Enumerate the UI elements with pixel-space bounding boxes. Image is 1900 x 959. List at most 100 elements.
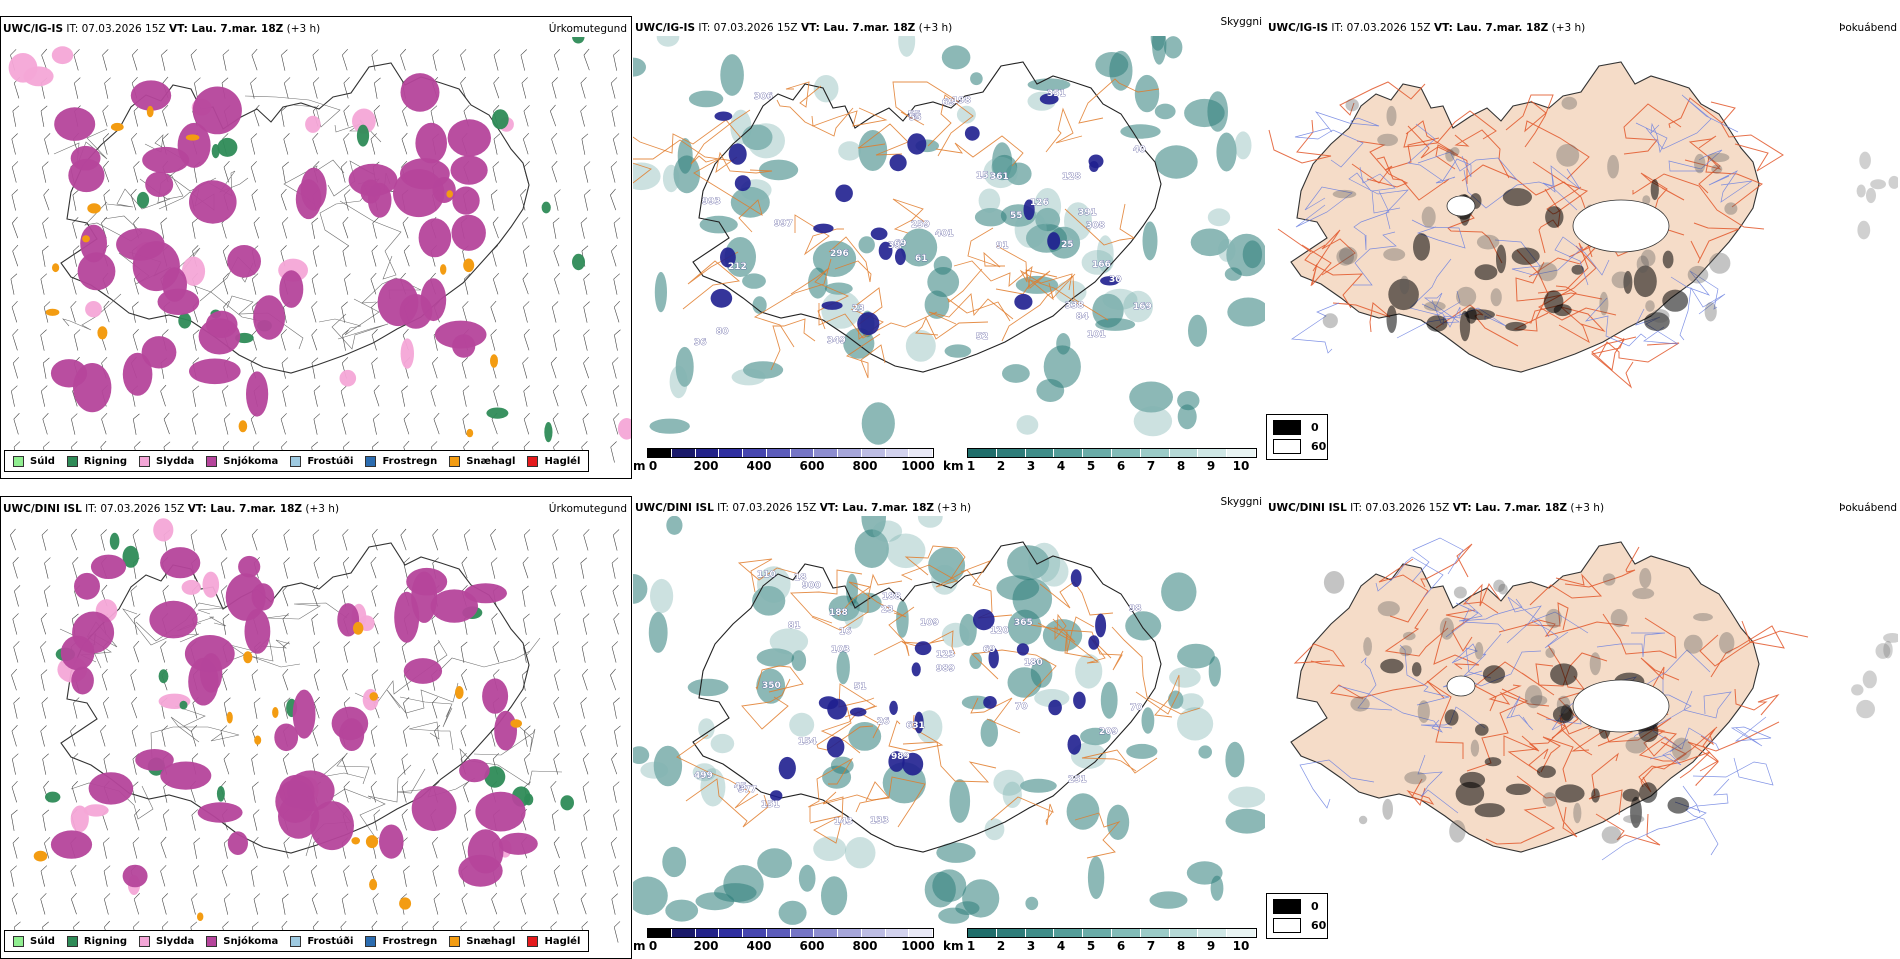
- barb-shaft: [282, 675, 289, 691]
- barb-flag: [523, 161, 530, 168]
- barb-flag: [312, 920, 319, 928]
- cloud-base-value: 143: [834, 817, 853, 827]
- barb-flag: [493, 669, 500, 676]
- low-visibility-area: [752, 586, 786, 616]
- fog-dense-area: [1662, 289, 1689, 312]
- wind-barb: [221, 668, 228, 691]
- wind-barb: [461, 668, 468, 691]
- barb-flag: [10, 865, 17, 872]
- barb-flag: [581, 837, 588, 844]
- barb-flag: [403, 244, 410, 252]
- barb-flag: [403, 865, 410, 872]
- road-line: [1688, 135, 1721, 194]
- wind-barb: [521, 77, 528, 99]
- barb-flag: [310, 865, 318, 872]
- low-visibility-area: [821, 876, 848, 916]
- barb-shaft: [11, 390, 15, 407]
- road-line: [1690, 222, 1740, 264]
- colorbar-bin: [1054, 449, 1084, 457]
- low-visibility-area: [633, 162, 661, 191]
- low-visibility-area: [656, 36, 680, 47]
- barb-flag: [160, 641, 167, 648]
- colorbar-bin: [719, 929, 743, 937]
- colorbar-bin: [885, 449, 910, 457]
- barb-flag: [612, 781, 620, 788]
- barb-shaft: [612, 362, 617, 379]
- barb-flag: [250, 161, 257, 168]
- barb-shaft: [520, 194, 526, 211]
- fog-dense-area: [1505, 783, 1531, 795]
- wind-barb: [11, 753, 19, 775]
- low-visibility-area: [675, 346, 694, 387]
- road-line: [953, 260, 1033, 290]
- colorbar-tick: 9: [1206, 939, 1216, 953]
- wind-barb: [250, 77, 257, 99]
- wind-barb: [250, 865, 258, 887]
- cloud-base-value: 61: [915, 254, 928, 264]
- low-cloud-base-area: [813, 223, 834, 234]
- low-cloud-base-area: [1039, 93, 1059, 105]
- cloud-base-value: 989: [891, 752, 910, 762]
- barb-shaft: [251, 194, 257, 211]
- road-line: [1590, 337, 1634, 389]
- barb-shaft: [12, 110, 17, 127]
- barb-shaft: [192, 334, 197, 351]
- barb-shaft: [40, 110, 45, 127]
- colorbar-tick: 3: [1026, 939, 1036, 953]
- barb-flag: [160, 836, 167, 844]
- cloud-base-value: 259: [911, 220, 930, 230]
- barb-shaft: [552, 391, 559, 407]
- fog-dense-area: [1644, 312, 1670, 331]
- legend-label: Slydda: [156, 455, 195, 467]
- barb-flag: [341, 301, 348, 308]
- road-line: [244, 95, 341, 128]
- colorbar-tick: 200: [693, 459, 719, 473]
- barb-flag: [581, 384, 587, 392]
- cloud-base-value: 70: [1130, 703, 1143, 713]
- barb-shaft: [553, 758, 559, 775]
- wind-barb: [40, 273, 48, 295]
- barb-shaft: [342, 55, 348, 71]
- low-visibility-area: [936, 842, 976, 863]
- road-line: [947, 268, 1011, 322]
- cloud-base-value: 188: [829, 608, 848, 618]
- wind-barb: [520, 865, 528, 887]
- barb-shaft: [134, 815, 140, 831]
- snow-area: [451, 214, 486, 251]
- road-line: [790, 569, 863, 624]
- low-visibility-area: [959, 613, 977, 646]
- road-line: [1348, 172, 1409, 230]
- road-line: [1462, 582, 1501, 614]
- barb-flag: [44, 837, 51, 844]
- barb-shaft: [253, 702, 258, 719]
- barb-shaft: [370, 786, 376, 803]
- wind-barb: [310, 865, 318, 887]
- barb-flag: [400, 893, 408, 900]
- cloud-base-value: 23: [852, 304, 865, 314]
- barb-shaft: [132, 418, 137, 435]
- low-visibility-area: [1141, 707, 1155, 734]
- barb-shaft: [580, 82, 586, 99]
- road-line: [1405, 120, 1459, 170]
- wind-barb: [462, 385, 470, 407]
- wind-barb: [611, 105, 618, 127]
- barb-flag: [431, 441, 438, 448]
- snow-area: [225, 573, 266, 621]
- low-cloud-base-area: [835, 184, 853, 203]
- barb-flag: [162, 809, 170, 816]
- wind-barb: [190, 529, 198, 551]
- wind-barb: [341, 752, 348, 775]
- graupel-area: [369, 692, 379, 701]
- barb-flag: [610, 441, 617, 448]
- fog-area: [1888, 175, 1898, 189]
- colorbar-bin: [909, 929, 933, 937]
- wind-barb: [253, 809, 260, 831]
- sleet-area: [202, 571, 220, 598]
- barb-flag: [43, 357, 50, 364]
- barb-flag: [553, 244, 560, 252]
- barb-flag: [132, 329, 139, 336]
- barb-shaft: [401, 646, 407, 663]
- barb-flag: [373, 384, 380, 392]
- fog-dense-area: [1591, 788, 1600, 803]
- barb-flag: [343, 781, 350, 788]
